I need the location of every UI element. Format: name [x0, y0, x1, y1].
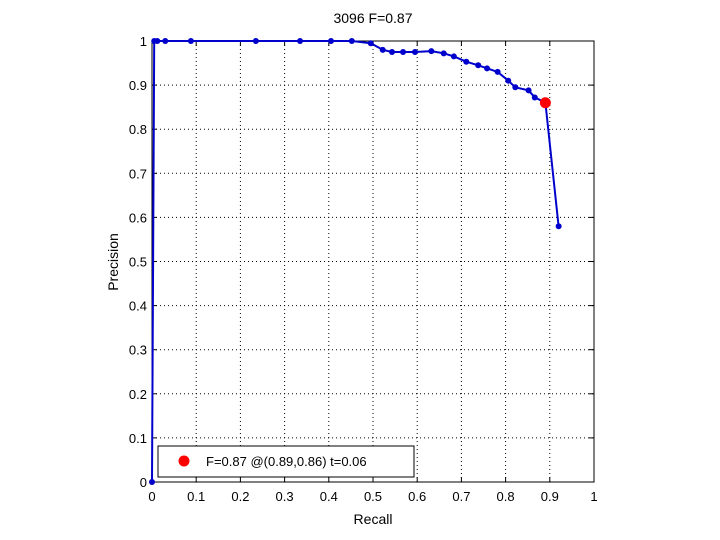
y-tick-label: 0.6 — [129, 210, 147, 225]
y-axis-title: Precision — [105, 233, 121, 291]
chart-title: 3096 F=0.87 — [333, 10, 412, 26]
legend-box — [157, 445, 415, 478]
data-point — [389, 49, 396, 56]
data-point — [440, 50, 447, 57]
grid-lines — [152, 41, 594, 482]
y-tick-label: 0.5 — [129, 255, 147, 270]
data-point — [505, 77, 512, 84]
data-point — [379, 46, 386, 53]
legend-marker — [178, 455, 190, 467]
data-point — [297, 38, 304, 44]
x-tick-label: 0.3 — [276, 489, 294, 504]
x-tick-label: 0.4 — [320, 489, 338, 504]
y-tick-label: 0.9 — [129, 78, 147, 93]
data-point — [400, 49, 407, 56]
x-tick-label: 0.2 — [231, 489, 249, 504]
data-point — [187, 38, 194, 44]
best-f-point — [539, 97, 551, 109]
data-point — [428, 48, 435, 55]
y-tick-label: 0.2 — [129, 387, 147, 402]
y-tick-label: 1 — [140, 34, 147, 49]
y-tick-label: 0.7 — [129, 166, 147, 181]
data-point — [328, 38, 335, 44]
y-tick-label: 0.8 — [129, 122, 147, 137]
legend-label: F=0.87 @(0.89,0.86) t=0.06 — [206, 454, 367, 469]
data-point — [484, 65, 491, 72]
data-point — [531, 94, 538, 101]
x-tick-label: 0 — [148, 489, 155, 504]
data-point — [149, 479, 155, 485]
best-point-layer — [539, 97, 551, 109]
data-point — [475, 62, 482, 69]
data-point — [162, 38, 169, 44]
data-point — [555, 223, 562, 230]
x-axis-title: Recall — [354, 511, 393, 527]
axis-ticks: 0 0.1 0.2 0.3 0.4 0.5 0.6 0.7 0.8 0.9 1 0 0.1 0.2 0.3 0… — [129, 34, 598, 504]
x-tick-label: 0.1 — [187, 489, 205, 504]
data-point — [348, 38, 355, 44]
data-point — [367, 40, 374, 47]
y-tick-label: 0.3 — [129, 343, 147, 358]
x-tick-label: 0.8 — [497, 489, 515, 504]
data-point — [154, 38, 161, 44]
series-layer — [149, 38, 562, 485]
x-tick-label: 0.7 — [452, 489, 470, 504]
data-point — [512, 84, 519, 91]
x-tick-label: 0.5 — [364, 489, 382, 504]
y-tick-label: 0.1 — [129, 431, 147, 446]
legend: F=0.87 @(0.89,0.86) t=0.06 — [157, 445, 415, 478]
y-tick-label: 0 — [140, 475, 147, 490]
data-point — [252, 38, 259, 44]
data-point — [494, 68, 501, 75]
data-point — [463, 58, 470, 65]
x-tick-label: 0.9 — [541, 489, 559, 504]
data-point — [525, 87, 532, 94]
data-point — [450, 53, 457, 60]
x-tick-label: 1 — [590, 489, 597, 504]
data-point — [411, 49, 418, 56]
y-tick-label: 0.4 — [129, 299, 147, 314]
x-tick-label: 0.6 — [408, 489, 426, 504]
